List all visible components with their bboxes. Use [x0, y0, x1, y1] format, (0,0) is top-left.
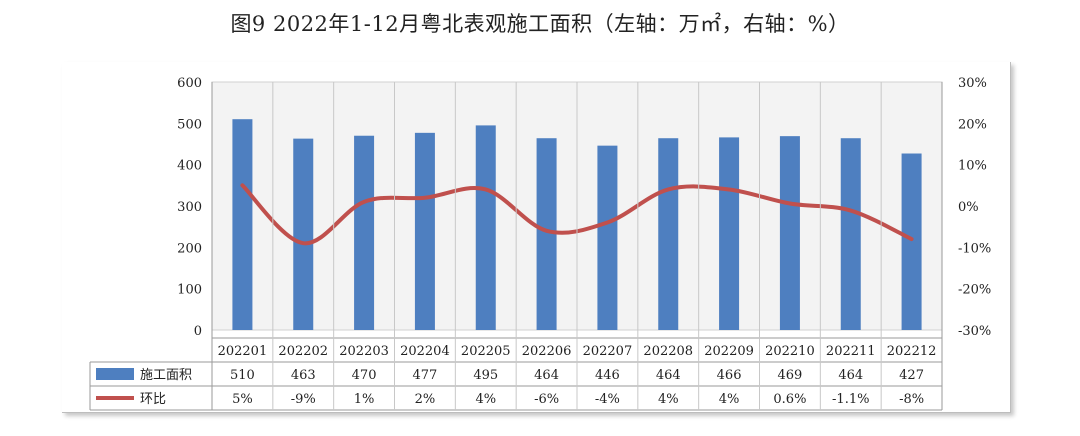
- line-point-202209: [728, 188, 730, 190]
- left-axis-tick-label: 600: [177, 76, 202, 91]
- bar-202210: [779, 136, 800, 330]
- table-value-line: -6%: [534, 392, 559, 407]
- table-value-bar: 466: [717, 368, 742, 383]
- line-point-202212: [911, 238, 913, 240]
- left-axis-tick-label: 500: [177, 117, 202, 132]
- bar-202207: [597, 145, 618, 330]
- right-axis-tick-label: 10%: [958, 159, 987, 174]
- category-label: 202212: [887, 344, 937, 359]
- table-value-bar: 477: [413, 368, 438, 383]
- table-value-bar: 464: [656, 368, 681, 383]
- table-value-bar: 470: [352, 368, 377, 383]
- table-value-line: 4%: [475, 392, 496, 407]
- line-point-202210: [789, 203, 791, 205]
- right-axis-tick-label: 0%: [958, 200, 979, 215]
- right-axis-tick-label: -20%: [958, 283, 991, 298]
- line-point-202204: [424, 197, 426, 199]
- table-value-line: -9%: [291, 392, 316, 407]
- table-value-line: 5%: [232, 392, 253, 407]
- left-axis: 0 100 200 300 400 500 600: [177, 76, 202, 339]
- chart-title: 图9 2022年1-12月粤北表观施工面积（左轴：万㎡，右轴：%）: [230, 12, 850, 36]
- line-point-202202: [302, 242, 304, 244]
- right-axis-tick-label: 20%: [958, 117, 987, 132]
- line-point-202201: [241, 184, 243, 186]
- bar-202204: [414, 132, 435, 330]
- category-label: 202201: [218, 344, 268, 359]
- data-table: 202201 202202 202203 202204 202205 202206 2022…: [89, 82, 943, 411]
- line-point-202203: [363, 201, 365, 203]
- line-series: [240, 183, 914, 246]
- left-axis-tick-label: 400: [177, 159, 202, 174]
- category-label: 202209: [704, 344, 754, 359]
- line-point-202207: [606, 222, 608, 224]
- left-axis-tick-label: 200: [177, 241, 202, 256]
- category-label: 202205: [461, 344, 511, 359]
- category-label: 202203: [339, 344, 389, 359]
- category-label: 202206: [522, 344, 572, 359]
- table-value-line: -1.1%: [832, 392, 869, 407]
- table-value-bar: 446: [595, 368, 620, 383]
- category-label: 202204: [400, 344, 450, 359]
- legend-swatch-bar: [96, 368, 134, 380]
- bar-202201: [232, 119, 253, 330]
- table-value-line: 0.6%: [773, 392, 806, 407]
- table-value-line: 2%: [415, 392, 436, 407]
- left-axis-tick-label: 300: [177, 200, 202, 215]
- bar-series: [232, 119, 922, 331]
- bar-202202: [293, 138, 314, 330]
- bar-202205: [475, 125, 496, 331]
- bar-202211: [840, 138, 861, 330]
- category-label: 202202: [278, 344, 328, 359]
- table-value-line: 4%: [719, 392, 740, 407]
- bar-202208: [658, 138, 679, 330]
- table-value-bar: 464: [534, 368, 559, 383]
- table-value-line: 1%: [354, 392, 375, 407]
- right-axis: -30% -20% -10% 0% 10% 20% 30%: [958, 76, 991, 339]
- table-value-bar: 463: [291, 368, 316, 383]
- left-axis-tick-label: 100: [177, 283, 202, 298]
- table-value-bar: 510: [230, 368, 255, 383]
- bar-202203: [354, 135, 375, 330]
- table-value-bar: 427: [899, 368, 924, 383]
- table-value-line: 4%: [658, 392, 679, 407]
- left-axis-tick-label: 0: [194, 324, 202, 339]
- legend-label-line: 环比: [140, 392, 166, 407]
- table-value-line: -4%: [595, 392, 620, 407]
- line-point-202205: [485, 188, 487, 190]
- right-axis-tick-label: -30%: [958, 324, 991, 339]
- category-label: 202207: [583, 344, 633, 359]
- line-point-202208: [667, 188, 669, 190]
- line-point-202206: [546, 230, 548, 232]
- category-label: 202210: [765, 344, 815, 359]
- line-path-环比: [240, 183, 914, 246]
- table-value-bar: 495: [473, 368, 498, 383]
- table-value-bar: 469: [778, 368, 803, 383]
- category-label: 202208: [643, 344, 693, 359]
- table-value-bar: 464: [838, 368, 863, 383]
- table-value-line: -8%: [899, 392, 924, 407]
- right-axis-tick-label: 30%: [958, 76, 987, 91]
- legend-label-bar: 施工面积: [140, 368, 192, 383]
- bar-202212: [901, 153, 922, 330]
- bar-202209: [719, 137, 740, 330]
- right-axis-tick-label: -10%: [958, 241, 991, 256]
- bar-202206: [536, 138, 557, 330]
- line-point-202211: [850, 210, 852, 212]
- category-label: 202211: [826, 344, 876, 359]
